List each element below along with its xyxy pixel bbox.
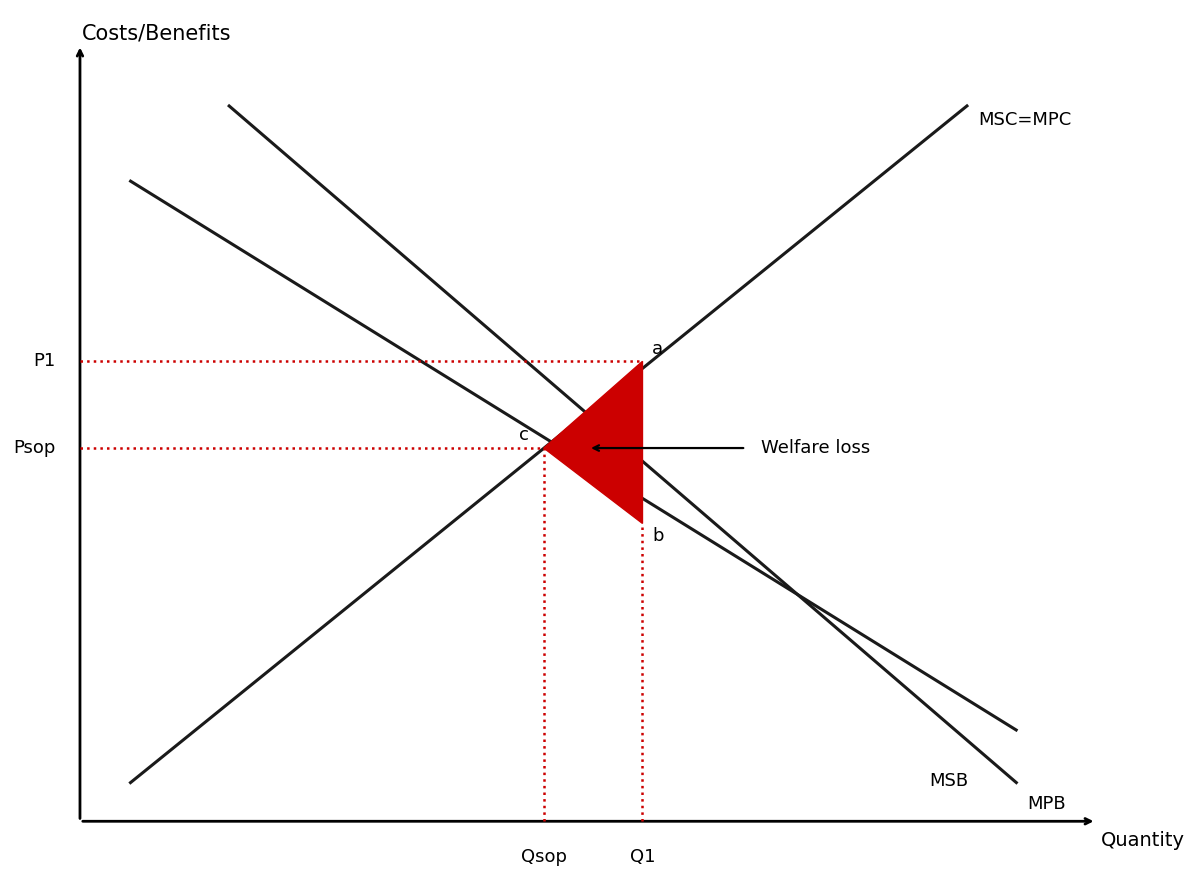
Text: Qsop: Qsop [521,848,566,866]
Text: MPB: MPB [1027,795,1066,813]
Text: Costs/Benefits: Costs/Benefits [82,23,232,43]
Text: Welfare loss: Welfare loss [761,439,870,457]
Text: Psop: Psop [13,439,55,457]
Text: MSC=MPC: MSC=MPC [978,111,1072,129]
Polygon shape [544,361,642,523]
Text: Quantity: Quantity [1102,831,1186,849]
Text: P1: P1 [34,352,55,370]
Text: Q1: Q1 [630,848,655,866]
Text: MSB: MSB [929,773,968,790]
Text: c: c [520,426,529,444]
Text: a: a [653,339,664,358]
Text: b: b [653,527,664,545]
